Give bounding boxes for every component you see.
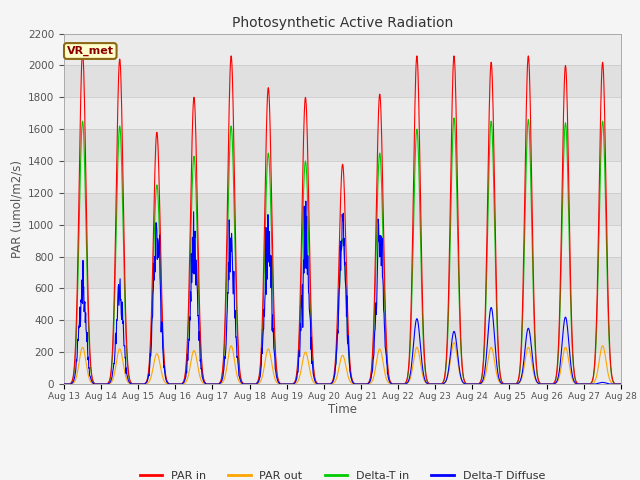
Bar xyxy=(64,34,621,65)
Bar xyxy=(64,352,621,384)
Bar xyxy=(64,97,621,129)
Y-axis label: PAR (umol/m2/s): PAR (umol/m2/s) xyxy=(11,160,24,258)
Bar xyxy=(64,65,621,97)
Text: VR_met: VR_met xyxy=(67,46,114,56)
Bar xyxy=(64,129,621,161)
Bar xyxy=(64,288,621,320)
X-axis label: Time: Time xyxy=(328,403,357,417)
Bar xyxy=(64,320,621,352)
Bar xyxy=(64,193,621,225)
Legend: PAR in, PAR out, Delta-T in, Delta-T Diffuse: PAR in, PAR out, Delta-T in, Delta-T Dif… xyxy=(136,467,549,480)
Bar xyxy=(64,225,621,257)
Bar xyxy=(64,257,621,288)
Title: Photosynthetic Active Radiation: Photosynthetic Active Radiation xyxy=(232,16,453,30)
Bar xyxy=(64,161,621,193)
